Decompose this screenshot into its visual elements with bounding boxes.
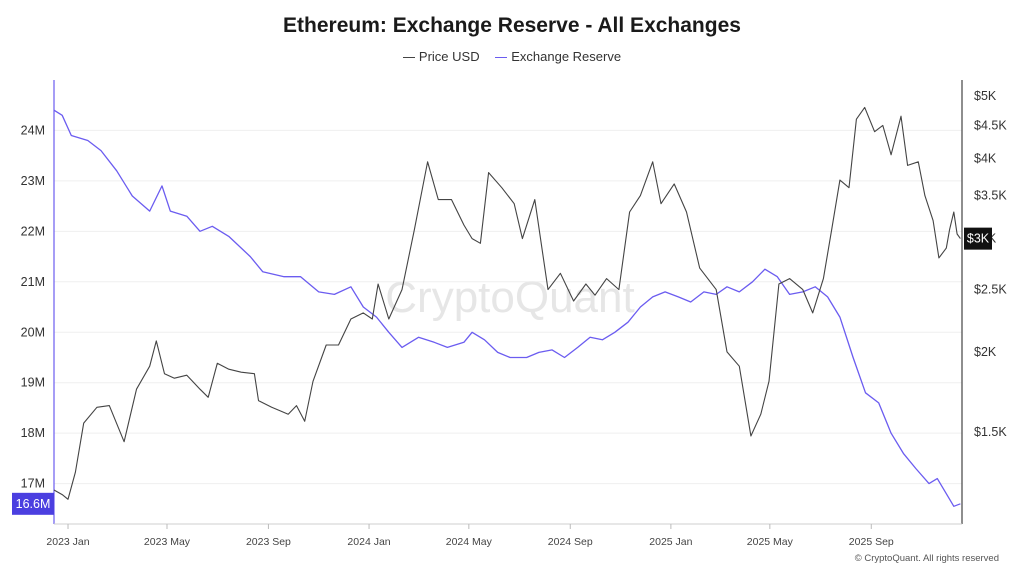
legend-swatch-reserve [495, 57, 508, 59]
chart-title: Ethereum: Exchange Reserve - All Exchang… [283, 14, 741, 37]
x-tick-label: 2025 Sep [849, 536, 894, 548]
chart-legend: Price USD Exchange Reserve [0, 49, 1024, 64]
current-reserve-badge [12, 492, 54, 515]
left-tick-label: 21M [21, 275, 45, 289]
x-tick-label: 2025 May [747, 536, 794, 548]
left-tick-label: 23M [21, 174, 45, 188]
x-tick-label: 2024 Jan [347, 536, 390, 548]
series-line-exchange-reserve[interactable] [53, 109, 961, 507]
right-tick-label: $2K [974, 345, 997, 359]
left-tick-label: 18M [21, 426, 45, 440]
left-tick-label: 20M [21, 325, 45, 339]
right-tick-label: $2.5K [974, 283, 1007, 297]
legend-swatch-price [402, 57, 415, 59]
right-tick-label: $5K [974, 89, 997, 103]
legend-label-reserve: Exchange Reserve [511, 49, 622, 64]
x-tick-label: 2024 Sep [548, 536, 593, 548]
watermark: CryptoQuant [385, 273, 634, 322]
current-price-badge [964, 227, 992, 250]
left-tick-label: 24M [21, 123, 45, 137]
x-tick-label: 2023 May [144, 536, 191, 548]
legend-label-price: Price USD [418, 49, 480, 64]
x-tick-label: 2023 Sep [246, 536, 291, 548]
x-tick-label: 2025 Jan [649, 536, 692, 548]
left-tick-label: 19M [21, 376, 45, 390]
legend-item-reserve[interactable]: Exchange Reserve [495, 49, 621, 64]
current-price-label: $3K [967, 232, 990, 246]
right-tick-label: $4.5K [974, 118, 1007, 132]
current-reserve-label: 16.6M [16, 497, 51, 511]
right-tick-label: $1.5K [974, 425, 1007, 439]
series-line-price-usd[interactable] [53, 106, 961, 500]
right-tick-label: $3.5K [974, 189, 1007, 203]
legend-item-price[interactable]: Price USD [402, 49, 480, 64]
copyright-text: © CryptoQuant. All rights reserved [854, 553, 999, 564]
right-tick-label: $4K [974, 151, 997, 165]
x-tick-label: 2023 Jan [46, 536, 89, 548]
left-tick-label: 22M [21, 224, 45, 238]
left-tick-label: 17M [21, 477, 45, 491]
x-tick-label: 2024 May [446, 536, 493, 548]
